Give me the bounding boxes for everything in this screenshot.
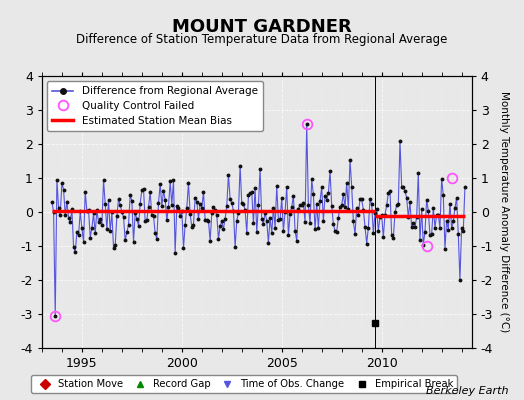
Y-axis label: Monthly Temperature Anomaly Difference (°C): Monthly Temperature Anomaly Difference (…	[498, 91, 509, 333]
Text: MOUNT GARDNER: MOUNT GARDNER	[172, 18, 352, 36]
Legend: Station Move, Record Gap, Time of Obs. Change, Empirical Break: Station Move, Record Gap, Time of Obs. C…	[31, 375, 457, 393]
Text: Berkeley Earth: Berkeley Earth	[426, 386, 508, 396]
Text: Difference of Station Temperature Data from Regional Average: Difference of Station Temperature Data f…	[77, 33, 447, 46]
